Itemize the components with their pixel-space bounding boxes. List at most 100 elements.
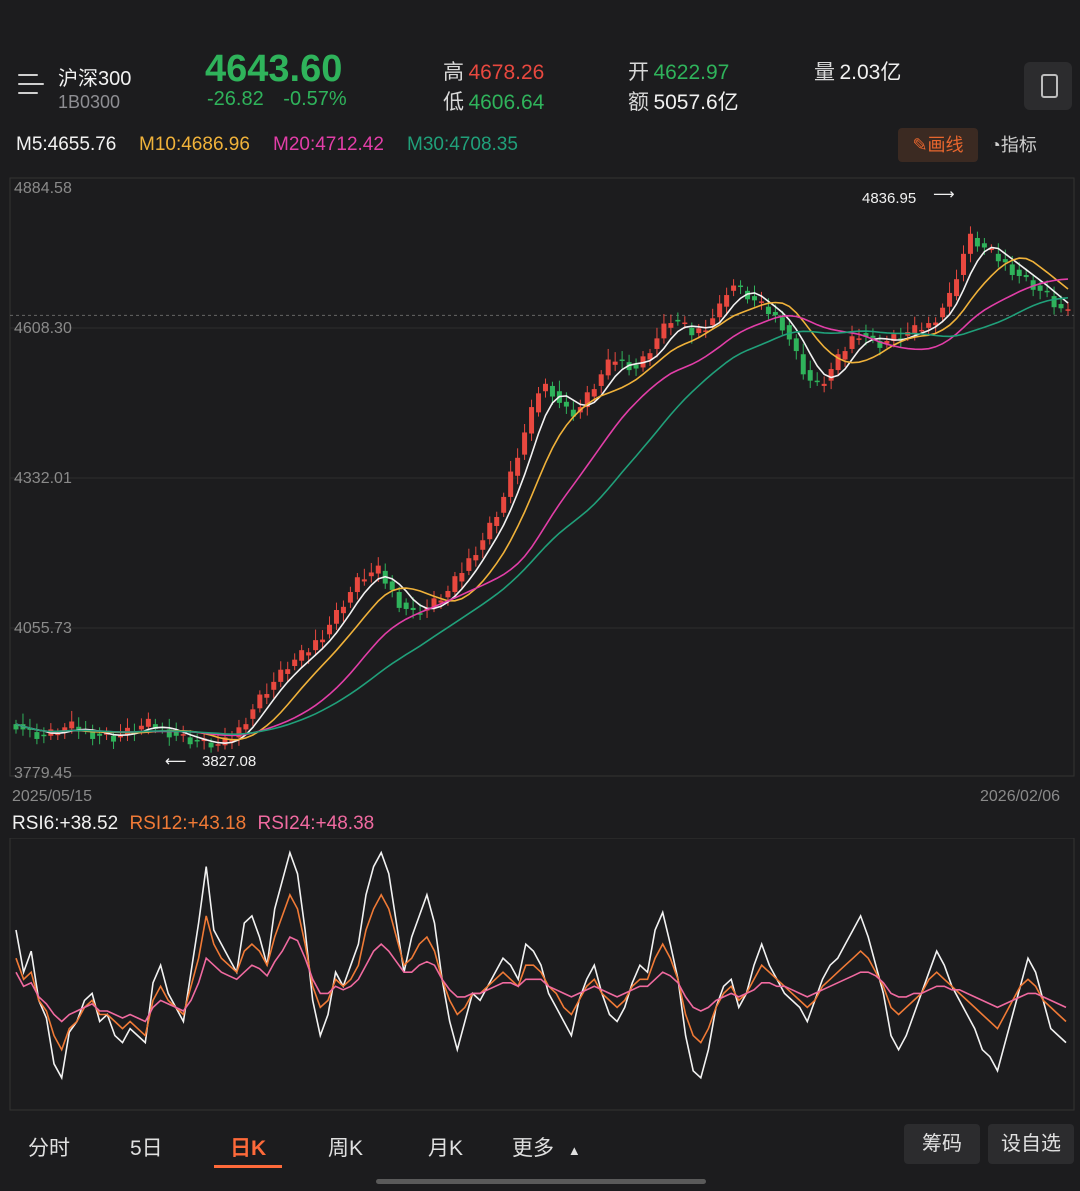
candle-body — [187, 737, 193, 745]
candle-body — [584, 392, 590, 408]
draw-line-button[interactable]: ✎画线 — [898, 128, 978, 162]
pencil-icon: ✎ — [912, 135, 928, 155]
candle-body — [138, 725, 144, 730]
ma5-line — [15, 246, 1069, 745]
candle-body — [299, 650, 305, 661]
candle-body — [480, 540, 486, 550]
candle-body — [222, 737, 228, 746]
candle-body — [960, 253, 966, 275]
candle-body — [751, 296, 757, 301]
y-tick: 4884.58 — [14, 180, 72, 197]
candle-body — [1023, 274, 1029, 278]
add-watchlist-button[interactable]: 设自选 — [988, 1124, 1074, 1164]
candle-body — [459, 573, 465, 582]
candle-body — [738, 285, 744, 288]
candle-body — [612, 361, 618, 365]
rsi-frame — [9, 838, 1075, 1111]
candle-body — [807, 370, 813, 381]
candle-body — [981, 243, 987, 248]
index-name: 沪深300 — [58, 68, 132, 90]
candle-body — [745, 290, 751, 300]
y-tick: 3779.45 — [14, 765, 72, 782]
candle-body — [940, 307, 946, 318]
change-value: -26.82 — [207, 88, 264, 110]
candle-body — [675, 319, 681, 322]
tab-monthly-k[interactable]: 月K — [428, 1137, 464, 1160]
rsi-chart[interactable] — [0, 838, 1080, 1113]
candle-body — [988, 248, 994, 251]
candle-body — [1016, 269, 1022, 277]
candle-body — [368, 572, 374, 577]
candle-body — [271, 681, 277, 690]
candle-body — [933, 322, 939, 326]
landscape-button[interactable] — [1024, 62, 1072, 110]
chips-button[interactable]: 筹码 — [904, 1124, 980, 1164]
candle-body — [410, 607, 416, 611]
candle-body — [97, 733, 103, 736]
ma20-line — [15, 278, 1069, 737]
gauge-icon: ◔ — [990, 135, 1001, 155]
candle-body — [1044, 290, 1050, 293]
candle-body — [257, 694, 263, 709]
candle-body — [347, 592, 353, 603]
open-label: 开 — [628, 61, 649, 84]
candle-body — [828, 369, 834, 381]
draw-label: 画线 — [927, 135, 964, 155]
candle-body — [598, 374, 604, 386]
candle-body — [529, 407, 535, 434]
ma30-line — [15, 297, 1069, 736]
menu-icon[interactable] — [18, 72, 44, 96]
candle-body — [995, 253, 1001, 262]
high-stat: 高 4678.26 — [443, 56, 544, 86]
candle-body — [473, 555, 479, 561]
candle-body — [731, 285, 737, 291]
high-label: 高 — [443, 61, 464, 84]
rsi-legend: RSI6:+38.52 RSI12:+43.18 RSI24:+48.38 — [12, 813, 374, 835]
candle-body — [389, 581, 395, 590]
more-label: 更多 — [512, 1137, 554, 1160]
candle-body — [835, 354, 841, 371]
amount-label: 额 — [628, 91, 649, 114]
indicator-button[interactable]: ◔指标 — [990, 131, 1037, 157]
rsi12-label: RSI12:+43.18 — [129, 813, 247, 834]
candle-body — [779, 317, 785, 331]
max-arrow: ⟶ — [933, 186, 955, 203]
indicator-label: 指标 — [1000, 135, 1037, 155]
candle-body — [814, 380, 820, 383]
tab-weekly-k[interactable]: 周K — [328, 1137, 364, 1160]
candle-body — [536, 393, 542, 413]
min-arrow: ⟵ — [165, 753, 187, 770]
candle-body — [145, 718, 151, 727]
candle-body — [717, 303, 723, 318]
low-stat: 低 4606.64 — [443, 86, 544, 116]
candle-body — [877, 341, 883, 348]
low-value: 4606.64 — [468, 91, 545, 114]
candle-body — [633, 364, 639, 369]
candle-body — [166, 729, 172, 738]
candle-body — [974, 237, 980, 247]
tab-intraday[interactable]: 分时 — [28, 1137, 70, 1160]
candle-body — [919, 329, 925, 332]
candle-body — [55, 733, 61, 736]
candle-body — [870, 335, 876, 338]
amount-stat: 额 5057.6亿 — [628, 86, 739, 116]
tab-more[interactable]: 更多 ▲ — [512, 1132, 581, 1162]
candle-body — [403, 602, 409, 609]
candle-body — [292, 659, 298, 667]
candle-body — [27, 728, 33, 730]
candle-body — [152, 724, 158, 729]
tab-daily-k[interactable]: 日K — [230, 1137, 267, 1160]
candle-body — [696, 328, 702, 334]
candle-body — [487, 522, 493, 540]
candle-body — [285, 669, 291, 674]
index-code: 1B0300 — [58, 92, 121, 112]
ma10-label: M10:4686.96 — [139, 134, 250, 155]
candle-body — [703, 330, 709, 332]
quote-header: 沪深300 1B0300 4643.60 -26.82 -0.57% 高 467… — [0, 0, 1080, 125]
candle-body — [250, 709, 256, 719]
tab-5day[interactable]: 5日 — [130, 1137, 163, 1160]
candle-body — [13, 724, 19, 730]
y-tick: 4055.73 — [14, 620, 72, 637]
kline-chart[interactable]: 4884.58 4608.30 4332.01 4055.73 3779.45 … — [0, 172, 1080, 812]
candle-body — [724, 295, 730, 307]
